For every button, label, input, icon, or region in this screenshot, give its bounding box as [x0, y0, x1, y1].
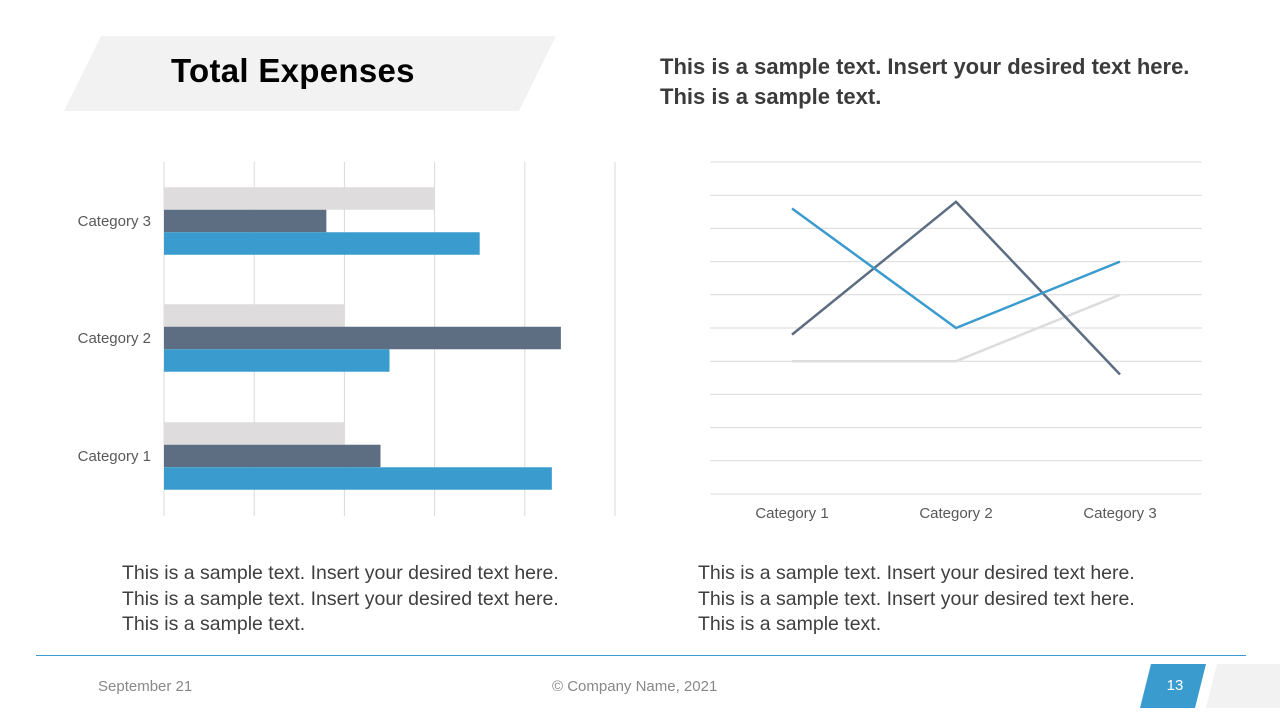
bar-series-2 — [164, 209, 327, 233]
page-badge-grey — [1206, 664, 1280, 708]
right-paragraph: This is a sample text. Insert your desir… — [698, 562, 1135, 635]
slide-title: Total Expenses — [171, 52, 415, 89]
line-category-label: Category 3 — [1083, 505, 1156, 522]
line-chart: Category 1 Category 2 Category 3 — [710, 161, 1202, 522]
page-number-badge — [1140, 664, 1280, 708]
bar-series-3 — [164, 304, 345, 327]
bar-series-3 — [164, 187, 435, 210]
bar-category-label: Category 2 — [78, 330, 151, 347]
left-paragraph: This is a sample text. Insert your desir… — [122, 562, 559, 635]
page-number: 13 — [1166, 677, 1184, 694]
bar-series-3 — [164, 422, 345, 445]
footer-copyright: © Company Name, 2021 — [552, 678, 718, 695]
line-series-1 — [791, 207, 1121, 330]
top-text: This is a sample text. Insert your desir… — [660, 54, 1190, 109]
title-banner — [64, 36, 556, 111]
bar-series-1 — [164, 467, 552, 490]
line-series-2 — [791, 200, 1121, 376]
bar-chart: Category 1 Category 2 Category 3 — [78, 162, 616, 516]
bar-series-1 — [164, 232, 480, 255]
footer-divider — [36, 655, 1246, 656]
page-badge-blue — [1140, 664, 1206, 708]
bar-category-label: Category 1 — [78, 448, 151, 465]
line-category-label: Category 1 — [755, 505, 828, 522]
bar-series-2 — [164, 326, 561, 350]
bar-series-2 — [164, 444, 381, 468]
footer-date: September 21 — [98, 678, 193, 695]
bar-category-label: Category 3 — [78, 213, 151, 230]
line-category-label: Category 2 — [919, 505, 992, 522]
bar-series-1 — [164, 349, 390, 372]
